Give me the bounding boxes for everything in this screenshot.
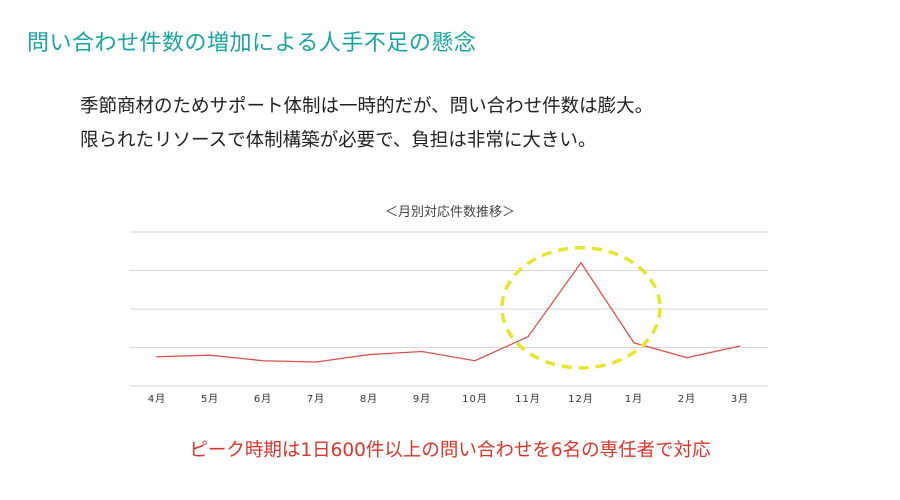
- x-tick-label: 9月: [413, 393, 431, 405]
- data-point-9月: [421, 350, 423, 353]
- body-text: 季節商材のためサポート体制は一時的だが、問い合わせ件数は膨大。 限られたリソース…: [80, 90, 653, 158]
- x-tick-label: 4月: [148, 393, 166, 405]
- data-point-10月: [474, 360, 476, 362]
- data-point-4月: [156, 356, 158, 358]
- highlight-layer: [500, 246, 662, 370]
- x-tick-label: 12月: [568, 393, 594, 405]
- body-line-2: 限られたリソースで体制構築が必要で、負担は非常に大きい。: [80, 130, 597, 151]
- chart-title: ＜月別対応件数推移＞: [385, 205, 515, 220]
- slide-title: 問い合わせ件数の増加による人手不足の懸念: [27, 31, 477, 56]
- x-tick-label: 7月: [307, 393, 325, 405]
- x-tick-label: 1月: [625, 393, 643, 405]
- footer-note: ピーク時期は1日600件以上の問い合わせを6名の専任者で対応: [189, 440, 711, 461]
- data-point-1月: [633, 342, 635, 344]
- x-tick-label: 2月: [678, 393, 696, 405]
- data-point-5月: [209, 354, 211, 356]
- data-point-2月: [686, 357, 688, 359]
- data-point-8月: [368, 353, 370, 356]
- x-tick-label: 10月: [462, 393, 488, 405]
- x-tick-label: 6月: [254, 393, 272, 405]
- data-point-3月: [739, 345, 741, 347]
- data-point-11月: [527, 336, 529, 338]
- peak-highlight-ellipse: [500, 246, 662, 370]
- body-line-1: 季節商材のためサポート体制は一時的だが、問い合わせ件数は膨大。: [80, 96, 654, 117]
- data-point-12月: [580, 262, 582, 264]
- gridlines: [130, 231, 768, 387]
- data-point-6月: [262, 360, 264, 362]
- x-tick-label: 5月: [201, 393, 219, 405]
- data-point-7月: [315, 361, 317, 363]
- x-axis-ticks: 4月 5月 6月 7月 8月 9月 10月 11月 12月 1月 2月 3月: [148, 393, 749, 405]
- x-tick-label: 8月: [360, 393, 378, 405]
- x-tick-label: 11月: [515, 393, 541, 405]
- x-tick-label: 3月: [731, 393, 749, 405]
